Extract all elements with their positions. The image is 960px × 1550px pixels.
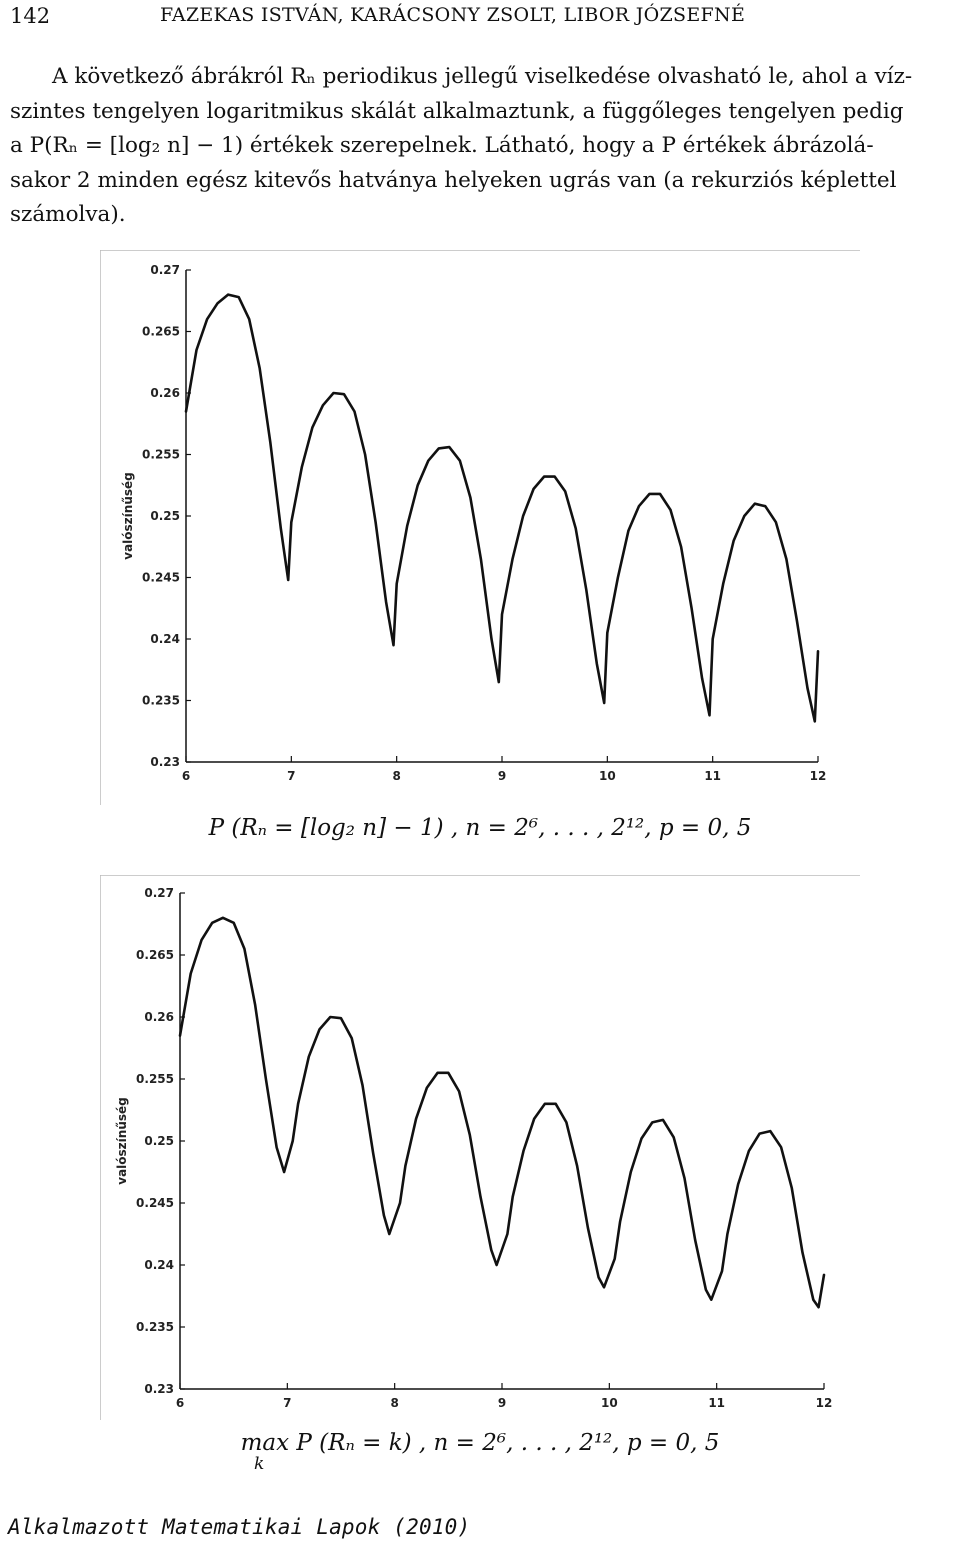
y-tick-label: 0.235 bbox=[142, 694, 180, 708]
x-tick-label: 8 bbox=[390, 1396, 398, 1410]
x-tick-label: 10 bbox=[601, 1396, 618, 1410]
y-tick-label: 0.23 bbox=[150, 755, 180, 769]
y-tick-label: 0.235 bbox=[136, 1320, 174, 1334]
chart-1: 0.23 0.235 0.24 0.245 0.25 0.255 0.26 0.265 0.27… bbox=[99, 249, 860, 805]
series-line bbox=[184, 293, 820, 723]
x-tick-label: 10 bbox=[599, 769, 616, 783]
y-tick-label: 0.255 bbox=[136, 1072, 174, 1086]
x-tick-label: 12 bbox=[816, 1396, 833, 1410]
paragraph-line: a P(Rₙ = [log₂ n] − 1) értékek szerepeln… bbox=[10, 133, 874, 158]
y-axis-label: valószínűség bbox=[115, 1097, 129, 1184]
paragraph-line: szintes tengelyen logaritmikus skálát al… bbox=[10, 98, 904, 124]
y-axis-label: valószínűség bbox=[121, 472, 135, 559]
x-tick-label: 7 bbox=[283, 1396, 291, 1410]
series-line bbox=[178, 916, 826, 1309]
y-tick-label: 0.26 bbox=[150, 386, 180, 400]
y-tick-label: 0.25 bbox=[150, 509, 180, 523]
x-tick-label: 12 bbox=[810, 769, 827, 783]
figure-1: 0.23 0.235 0.24 0.245 0.25 0.255 0.26 0.265 0.27… bbox=[99, 249, 860, 805]
figure-1-caption: P (Rₙ = [log₂ n] − 1) , n = 2⁶, . . . , … bbox=[208, 815, 752, 841]
y-tick-label: 0.27 bbox=[150, 263, 180, 277]
figure-2-caption-subscript: k bbox=[254, 1454, 265, 1474]
body-paragraph: A következő ábrákról Rₙ periodikus jelle… bbox=[10, 60, 950, 233]
x-tick-label: 9 bbox=[498, 1396, 506, 1410]
paragraph-line: A következő ábrákról Rₙ periodikus jelle… bbox=[52, 64, 913, 89]
y-tick-label: 0.255 bbox=[142, 448, 180, 462]
y-tick-label: 0.245 bbox=[142, 571, 180, 585]
figure-2: 0.23 0.235 0.24 0.245 0.25 0.255 0.26 0.265 0.27… bbox=[99, 874, 860, 1420]
page-header: 142 FAZEKAS ISTVÁN, KARÁCSONY ZSOLT, LIB… bbox=[10, 4, 950, 34]
figure-2-caption-text: max P (Rₙ = k) , n = 2⁶, . . . , 2¹², p … bbox=[240, 1430, 720, 1456]
y-tick-label: 0.26 bbox=[144, 1010, 174, 1024]
y-tick-label: 0.27 bbox=[144, 886, 174, 900]
x-tick-label: 11 bbox=[704, 769, 721, 783]
page-number: 142 bbox=[10, 4, 51, 28]
x-tick-label: 6 bbox=[176, 1396, 184, 1410]
x-tick-label: 6 bbox=[182, 769, 190, 783]
paragraph-line: sakor 2 minden egész kitevős hatványa he… bbox=[10, 167, 897, 193]
y-tick-label: 0.265 bbox=[142, 325, 180, 339]
paragraph-line: számolva). bbox=[10, 202, 126, 227]
x-tick-label: 9 bbox=[498, 769, 506, 783]
y-tick-label: 0.265 bbox=[136, 948, 174, 962]
running-title: FAZEKAS ISTVÁN, KARÁCSONY ZSOLT, LIBOR J… bbox=[160, 4, 746, 26]
y-tick-label: 0.245 bbox=[136, 1196, 174, 1210]
x-tick-label: 8 bbox=[392, 769, 400, 783]
chart-2: 0.23 0.235 0.24 0.245 0.25 0.255 0.26 0.265 0.27… bbox=[99, 874, 860, 1420]
figure-2-caption: max P (Rₙ = k) , n = 2⁶, . . . , 2¹², p … bbox=[0, 1430, 960, 1474]
journal-footer: Alkalmazott Matematikai Lapok (2010) bbox=[8, 1515, 471, 1539]
x-tick-label: 7 bbox=[287, 769, 295, 783]
x-tick-label: 11 bbox=[708, 1396, 725, 1410]
y-tick-label: 0.24 bbox=[150, 632, 180, 646]
y-tick-label: 0.25 bbox=[144, 1134, 174, 1148]
y-tick-label: 0.24 bbox=[144, 1258, 174, 1272]
y-tick-label: 0.23 bbox=[144, 1382, 174, 1396]
